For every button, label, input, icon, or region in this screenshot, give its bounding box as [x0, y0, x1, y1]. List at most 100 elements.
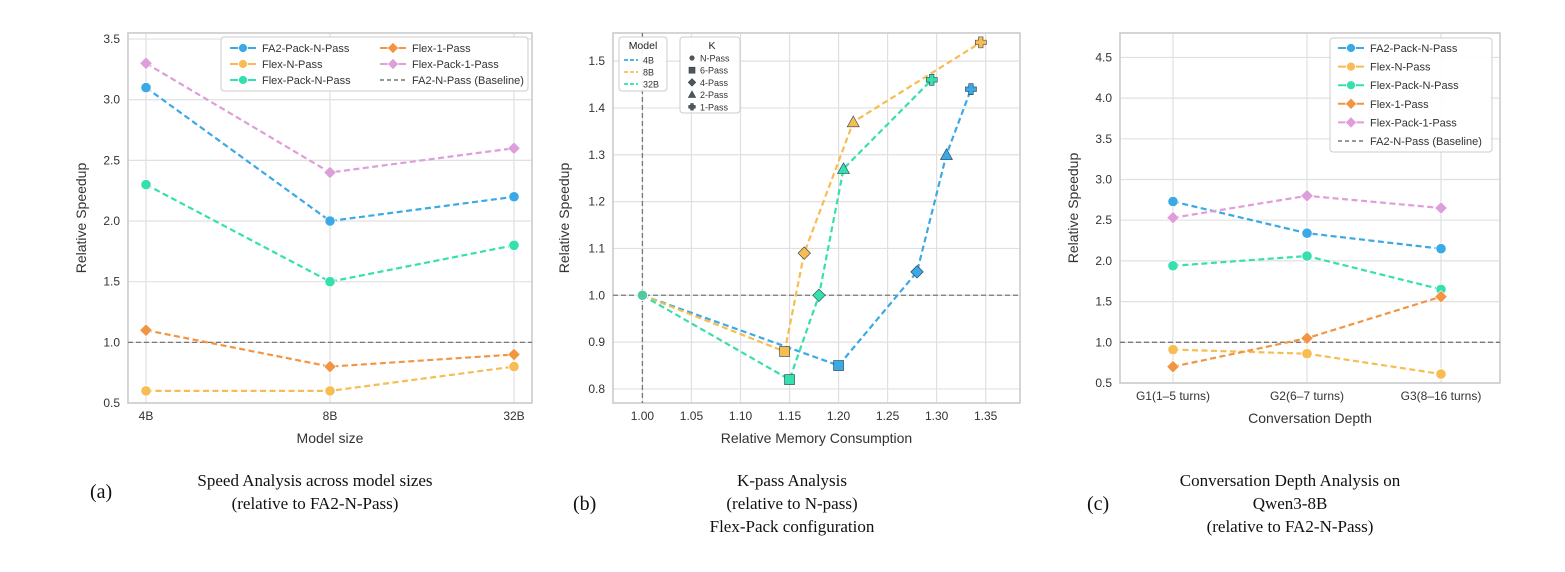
plot-border — [612, 32, 1021, 404]
legend-marker — [688, 103, 696, 111]
data-point — [1166, 211, 1180, 225]
y-tick-label: 4.5 — [1095, 50, 1112, 64]
x-tick-label: 1.25 — [876, 409, 900, 423]
legend-label: FA2-Pack-N-Pass — [262, 43, 350, 55]
x-tick-label: 8B — [323, 409, 338, 423]
data-point — [1166, 360, 1180, 374]
legend-marker — [1346, 80, 1356, 91]
y-tick-label: 4.0 — [1095, 91, 1112, 105]
x-tick-label: 4B — [139, 409, 154, 423]
y-tick-label: 0.5 — [103, 396, 120, 410]
data-point — [1435, 243, 1447, 255]
data-point — [1301, 250, 1313, 262]
data-point — [939, 148, 953, 160]
y-tick-label: 2.5 — [1095, 213, 1112, 227]
data-point — [507, 141, 521, 155]
y-tick-label: 0.9 — [588, 335, 605, 349]
y-tick-label: 0.8 — [588, 382, 605, 396]
x-tick-label: 1.05 — [680, 409, 704, 423]
data-point — [1300, 331, 1314, 345]
legend-label: Flex-Pack-1-Pass — [412, 59, 499, 71]
data-point — [323, 165, 337, 180]
data-point — [1435, 368, 1447, 380]
data-point — [1301, 227, 1313, 239]
legend-box — [220, 36, 529, 92]
y-tick-label: 2.5 — [103, 153, 120, 167]
plot-border — [127, 32, 533, 404]
caption-label: (a) — [90, 481, 112, 503]
legend-label: FA2-N-Pass (Baseline) — [1370, 136, 1482, 148]
y-tick-label: 1.0 — [1095, 335, 1112, 349]
legend-label: Flex-1-Pass — [1370, 99, 1429, 111]
x-tick-label: G3(8–16 turns) — [1401, 389, 1482, 403]
data-point — [636, 289, 649, 301]
legend-label: 32B — [643, 80, 659, 90]
y-tick-label: 3.0 — [103, 93, 120, 107]
y-tick-label: 3.5 — [1095, 132, 1112, 146]
x-tick-label: G1(1–5 turns) — [1136, 389, 1210, 403]
data-point — [812, 288, 826, 302]
data-point — [140, 81, 152, 94]
x-tick-label: 1.35 — [974, 409, 998, 423]
legend-label: 1-Pass — [700, 102, 729, 112]
legend-label: Flex-Pack-N-Pass — [1370, 80, 1459, 92]
data-point — [910, 265, 924, 279]
caption-label: (c) — [1087, 493, 1109, 515]
legend-marker — [1344, 97, 1358, 110]
data-point — [779, 346, 790, 357]
legend-box — [1329, 37, 1493, 153]
data-point — [139, 56, 153, 71]
y-tick-label: 1.0 — [588, 288, 605, 302]
y-axis-label: Relative Speedup — [556, 163, 572, 274]
data-point — [139, 323, 153, 337]
caption-line: (relative to FA2-N-Pass) — [232, 494, 399, 513]
y-axis-label: Relative Speedup — [1065, 153, 1081, 264]
x-axis-label: Relative Memory Consumption — [721, 430, 912, 446]
y-axis-label: Relative Speedup — [73, 163, 89, 274]
y-tick-label: 2.0 — [1095, 254, 1112, 268]
x-axis-label: Model size — [297, 430, 364, 446]
legend-label: 8B — [643, 68, 654, 78]
data-point — [1434, 201, 1448, 215]
y-tick-label: 1.1 — [588, 241, 605, 255]
legend-marker — [687, 78, 697, 87]
caption-line: Speed Analysis across model sizes — [197, 471, 432, 490]
data-point — [1167, 260, 1179, 272]
chart-b: 1.00 1.05 1.10 1.15 1.20 1.25 1.30 1.35 0.8 0.9 1.… — [556, 32, 1021, 536]
y-tick-label: 1.3 — [588, 148, 605, 162]
legend-label: Flex-Pack-1-Pass — [1370, 117, 1457, 129]
legend-label: 6-Pass — [700, 66, 729, 76]
legend-label: Flex-N-Pass — [1370, 62, 1431, 74]
caption-line: (relative to FA2-N-Pass) — [1207, 517, 1374, 536]
data-point — [508, 361, 520, 373]
legend-marker — [1346, 61, 1356, 72]
chart-a: 0.5 1.0 1.5 2.0 2.5 3.0 3.5 4B 8B 32B Model size Re… — [73, 32, 533, 513]
x-tick-label: G2(6–7 turns) — [1270, 389, 1344, 403]
x-tick-label: 1.00 — [631, 409, 655, 423]
data-point — [833, 360, 844, 371]
caption-line: Flex-Pack configuration — [710, 517, 875, 536]
data-point — [324, 215, 336, 227]
data-point — [508, 191, 520, 203]
data-point — [925, 74, 938, 86]
data-point — [323, 359, 337, 374]
caption-line: (relative to N-pass) — [726, 494, 857, 513]
data-point — [1300, 189, 1314, 203]
legend-label: FA2-Pack-N-Pass — [1370, 43, 1458, 55]
legend-label: N-Pass — [700, 54, 730, 64]
data-point — [324, 276, 336, 288]
legend-k-box — [679, 36, 741, 114]
y-tick-label: 3.0 — [1095, 173, 1112, 187]
legend-marker — [238, 43, 248, 53]
y-tick-label: 1.5 — [1095, 295, 1112, 309]
legend-marker — [386, 57, 400, 71]
legend-marker — [687, 90, 697, 98]
series-line — [145, 183, 515, 283]
data-point — [965, 83, 977, 96]
data-point — [784, 374, 795, 385]
caption-line: Conversation Depth Analysis on — [1180, 471, 1401, 490]
data-point — [846, 115, 860, 128]
legend-model-box — [618, 36, 668, 92]
y-tick-label: 3.5 — [103, 32, 120, 46]
